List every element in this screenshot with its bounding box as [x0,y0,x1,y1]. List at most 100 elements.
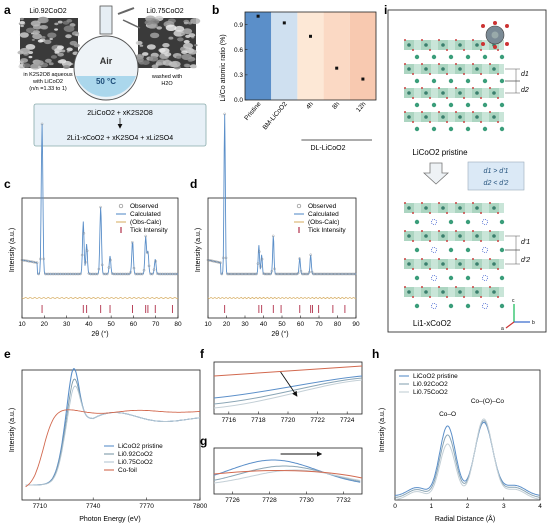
i-co-atom [424,290,428,294]
d-observed-point [331,272,335,276]
i-li-atom [499,247,505,253]
i-co-atom [407,206,411,210]
d-observed-point [323,272,326,276]
i-li-atom [465,126,471,132]
i-o-atom [455,258,457,260]
structure-bottom [404,202,505,309]
d-observed-point [233,272,236,276]
c-observed-point [39,257,42,261]
i-li-vacancy [431,275,437,281]
i-o-atom [404,286,406,288]
c-observed-point [92,272,96,276]
i-co-atom [492,234,496,238]
d-legend-label: (Obs-Calc) [308,219,339,226]
i-o-atom [489,202,491,204]
i-co-atom [475,234,479,238]
i-o-atom [438,202,440,204]
sem-particle [75,33,80,37]
e-axes-frame [21,369,201,501]
i-li-atom [499,78,505,84]
d-observed-point [337,272,340,276]
c-observed-point [54,272,57,276]
sem-particle [66,50,70,53]
panel-letter-c: c [4,177,11,191]
c-observed-point [100,263,104,267]
i-li-vacancy [431,219,437,225]
i-li-atom [448,303,454,309]
i-o-atom [472,258,474,260]
i-coo2-slab [404,231,504,241]
i-d2p: d'2 [521,257,530,264]
c-observed-point [166,272,169,276]
i-co-atom [441,115,445,119]
i-li-atom [431,78,437,84]
d-observed-point [246,272,250,276]
i-o-atom [497,121,499,123]
c-observed-point [146,251,149,255]
d-observed-point [237,272,240,276]
axes-icon [505,304,530,329]
i-o-atom [463,240,465,242]
d-observed-point [320,272,324,276]
d-observed-point [224,256,228,260]
e-series-line [25,368,201,486]
i-co-atom [458,234,462,238]
i-o-atom [463,296,465,298]
d-observed-point [287,272,290,276]
c-difference-line [21,296,179,300]
c-observed-point [75,272,79,276]
i-coo2-slab [404,112,504,122]
d-observed-point [313,272,317,276]
i-o-atom [438,63,440,65]
f-series-line [213,375,363,399]
sem-particle [188,33,196,38]
c-observed-point [44,272,47,276]
d-observed-point [210,259,214,263]
d-observed-point [241,272,244,276]
d-observed-point [327,272,330,276]
d-xtick-label: 80 [334,321,342,328]
sem-particle [185,49,191,52]
g-plot: 7726 7728 7730 7732 [213,447,363,504]
d-xtick-label: 90 [352,321,360,328]
sem-particle [48,62,54,66]
sem-particle [45,58,52,63]
d-observed-point [305,272,308,276]
c-observed-point [149,272,152,276]
i-co-atom [407,115,411,119]
right-caption-1: washed with [151,74,182,80]
i-o-atom [412,97,414,99]
c-legend-label: Calculated [130,211,161,218]
d-observed-point [215,260,218,264]
i-co-atom [458,115,462,119]
c-observed-point [87,272,91,275]
d-observed-point [274,272,278,276]
d-observed-point [219,261,222,264]
i-li-atom [414,78,420,84]
i-d1p: d'1 [521,239,530,246]
i-o-atom [455,87,457,89]
i-co-atom [424,91,428,95]
g-axes-frame [213,447,363,495]
i-o-atom [421,39,423,41]
panel-letter-f: f [200,347,205,361]
sem-particle [183,39,190,44]
sem-particle [40,25,49,30]
i-li-vacancy [482,275,488,281]
e-xtick-label: 7800 [193,503,208,510]
d-observed-point [294,272,297,276]
b-column-band [271,12,298,100]
i-o-atom [446,296,448,298]
c-observed-point [37,272,40,276]
c-observed-point [126,272,129,276]
i-o-atom [421,63,423,65]
d-observed-point [263,272,267,276]
i-co-atom [441,43,445,47]
i-li-atom [414,126,420,132]
b-data-point [335,66,339,70]
i-li-vacancy [482,219,488,225]
sem-particle [187,58,193,62]
sem-particle [146,44,156,50]
sem-texture-left [17,16,80,70]
sem-right-label: Li0.75CoO2 [146,8,183,15]
